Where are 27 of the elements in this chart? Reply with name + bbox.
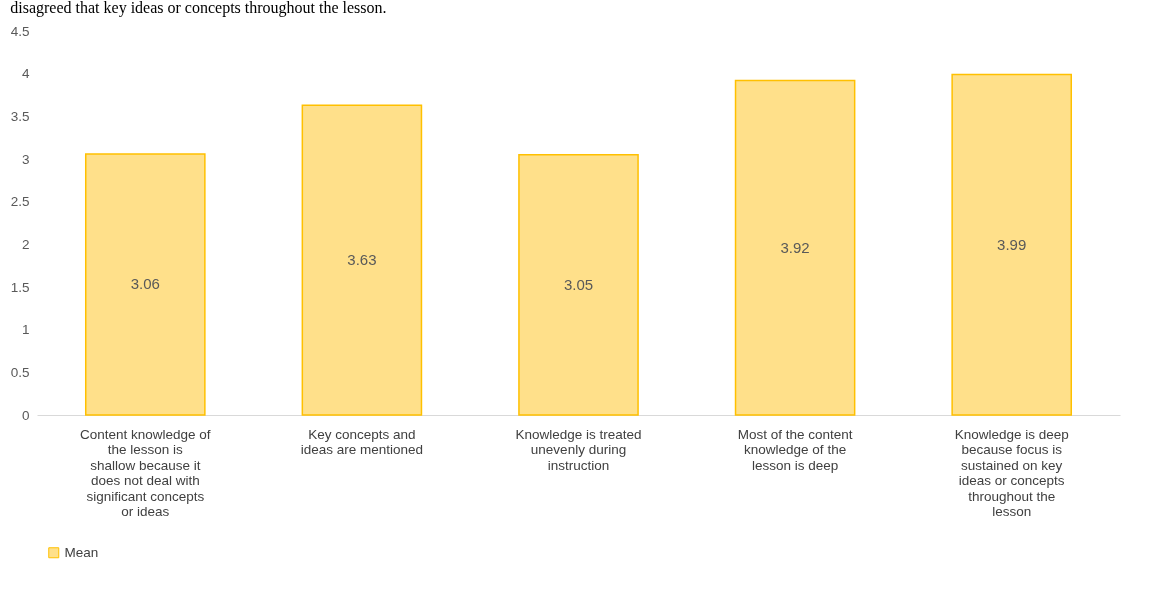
y-tick-label: 0 xyxy=(21,407,30,423)
data-label: 3.63 xyxy=(347,251,377,269)
x-tick-label: Content knowledge of the lesson is shallow because it does not deal with significant concepts or ideas xyxy=(80,426,211,519)
y-tick-label: 2.5 xyxy=(10,194,30,210)
legend-label: Mean xyxy=(64,544,99,560)
data-label: 3.99 xyxy=(997,235,1027,253)
y-tick-label: 0.5 xyxy=(10,364,30,380)
y-tick-label: 1.5 xyxy=(10,279,30,295)
data-label: 3.05 xyxy=(563,275,594,293)
y-tick-label: 2 xyxy=(21,236,30,252)
x-tick-label: Knowledge is treated unevenly during instruction xyxy=(515,426,642,473)
y-tick-label: 3 xyxy=(21,151,30,167)
x-tick-label: Key concepts and ideas are mentioned xyxy=(300,426,424,457)
data-label: 3.92 xyxy=(780,238,810,256)
y-tick-label: 1 xyxy=(21,322,30,338)
y-tick-label: 3.5 xyxy=(10,108,30,124)
x-tick-label: Most of the content knowledge of the lesson is deep xyxy=(737,426,853,473)
x-tick-label: Knowledge is deep because focus is sustained on key ideas or concepts throughout the lesson xyxy=(954,426,1069,519)
bar xyxy=(518,153,639,416)
bar xyxy=(301,104,423,416)
bar xyxy=(84,153,206,416)
y-tick-label: 4 xyxy=(21,66,30,82)
y-tick-label: 4.5 xyxy=(10,23,30,39)
text: disagreed that key ideas or concepts throughout the lesson. xyxy=(10,0,387,17)
data-label: 3.06 xyxy=(130,275,160,293)
bar xyxy=(951,73,1073,416)
bar xyxy=(734,79,856,416)
